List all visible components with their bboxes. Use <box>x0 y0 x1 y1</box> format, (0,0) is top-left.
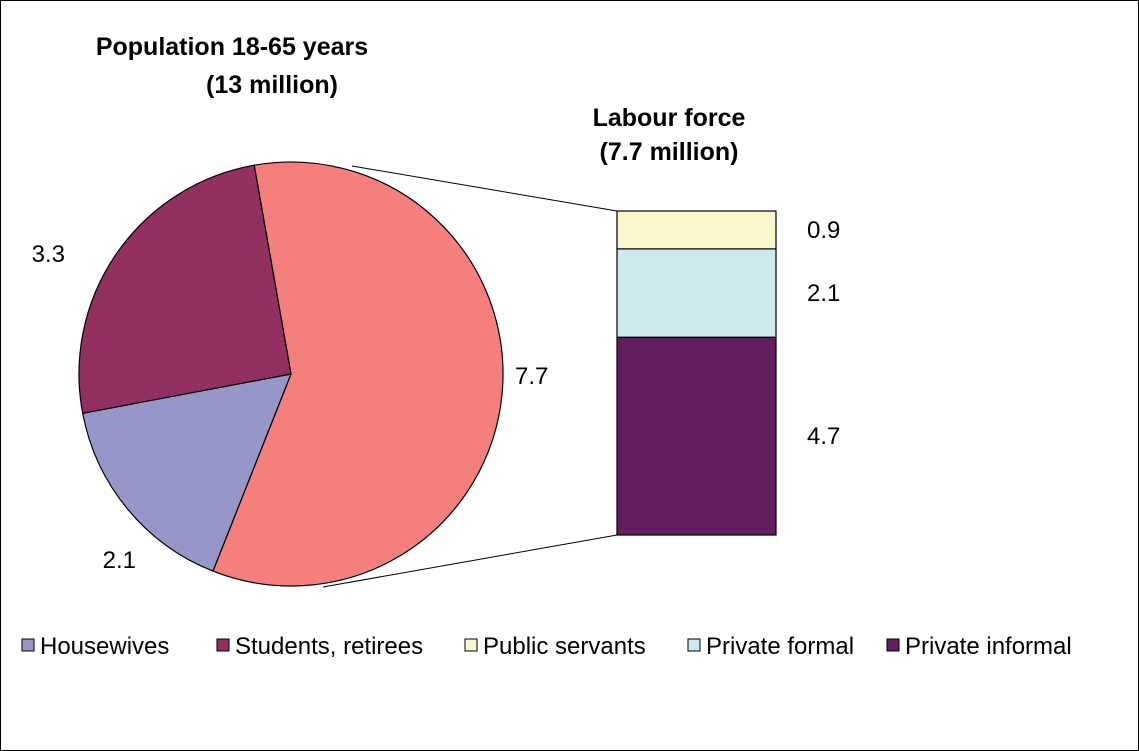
pie-slice-housewives <box>81 373 292 572</box>
legend-swatch-public-servants <box>464 638 478 652</box>
legend-label-housewives: Housewives <box>40 633 169 660</box>
bar-segment-private-formal <box>616 248 777 338</box>
bar-label-private-formal: 2.1 <box>807 280 840 307</box>
bar-title-line1: Labour force <box>593 104 746 132</box>
pie-slice-labour-force <box>212 161 504 587</box>
legend-label-public-servants: Public servants <box>483 633 646 660</box>
bar-segment-public-servants <box>616 210 777 250</box>
connector-line-bottom <box>322 534 618 588</box>
bar-segment-private-informal <box>616 336 777 536</box>
pie-title-line2: (13 million) <box>206 71 338 99</box>
legend-label-students-retirees: Students, retirees <box>235 633 423 660</box>
legend-swatch-private-informal <box>886 638 900 652</box>
bar-label-public-servants: 0.9 <box>807 217 840 244</box>
legend-swatch-students-retirees <box>216 638 230 652</box>
pie-label-housewives: 2.1 <box>103 547 136 574</box>
connector-line-top <box>351 165 618 212</box>
pie-slice-students-retirees <box>78 164 292 415</box>
stacked-bar <box>616 210 777 536</box>
legend-swatch-housewives <box>21 638 35 652</box>
pie-label-labour-force: 7.7 <box>515 363 548 390</box>
bar-value-labels: 4.7 2.1 0.9 <box>807 217 840 450</box>
pie-title-line1: Population 18-65 years <box>96 33 368 61</box>
connector-lines <box>322 165 618 588</box>
pie-value-labels: 7.7 2.1 3.3 <box>32 241 549 574</box>
legend-swatch-private-formal <box>687 638 701 652</box>
bar-title-line2: (7.7 million) <box>600 138 739 166</box>
legend-label-private-formal: Private formal <box>706 633 854 660</box>
legend-label-private-informal: Private informal <box>905 633 1072 660</box>
pie-label-students-retirees: 3.3 <box>32 241 65 268</box>
pie-chart <box>78 161 504 587</box>
bar-label-private-informal: 4.7 <box>807 423 840 450</box>
legend: Housewives Students, retirees Public serva… <box>21 633 1072 660</box>
